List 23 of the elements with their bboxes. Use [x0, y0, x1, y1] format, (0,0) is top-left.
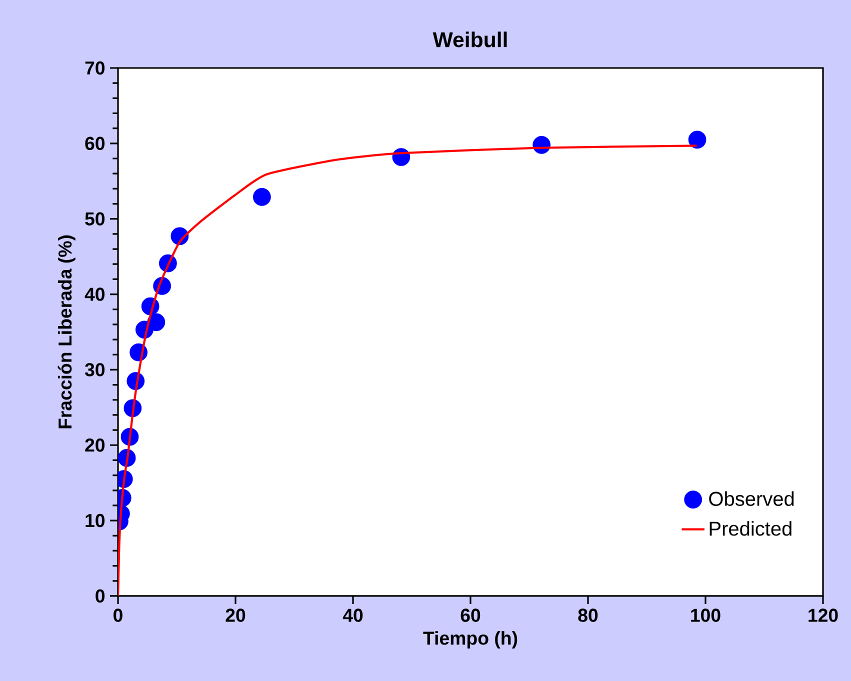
x-tick-label: 100 — [691, 608, 720, 622]
point — [253, 188, 271, 206]
x-tick-label: 80 — [578, 608, 598, 622]
y-tick-label: 40 — [84, 288, 105, 301]
chart-title: Weibull — [432, 32, 507, 48]
y-axis-title: Fracción Liberada (%) — [58, 235, 76, 428]
legend-label: Predicted — [710, 521, 792, 536]
x-axis-title: Tiempo (h) — [423, 631, 518, 648]
x-tick-label: 20 — [226, 608, 246, 622]
legend-label: Observed — [709, 491, 794, 506]
x-tick-label: 60 — [460, 608, 480, 622]
y-tick-label: 30 — [84, 363, 105, 376]
x-tick-label: 0 — [114, 608, 122, 622]
point — [688, 130, 706, 149]
y-tick-label: 50 — [85, 212, 105, 226]
y-tick-label: 60 — [85, 136, 105, 150]
point — [147, 313, 166, 332]
y-tick-label: 20 — [85, 438, 105, 452]
y-tick-label: 70 — [85, 61, 105, 75]
y-tick-label: 10 — [86, 514, 105, 528]
x-tick-label: 40 — [342, 608, 363, 622]
y-tick-label: 0 — [96, 589, 105, 603]
x-tick-label: 120 — [808, 608, 838, 622]
